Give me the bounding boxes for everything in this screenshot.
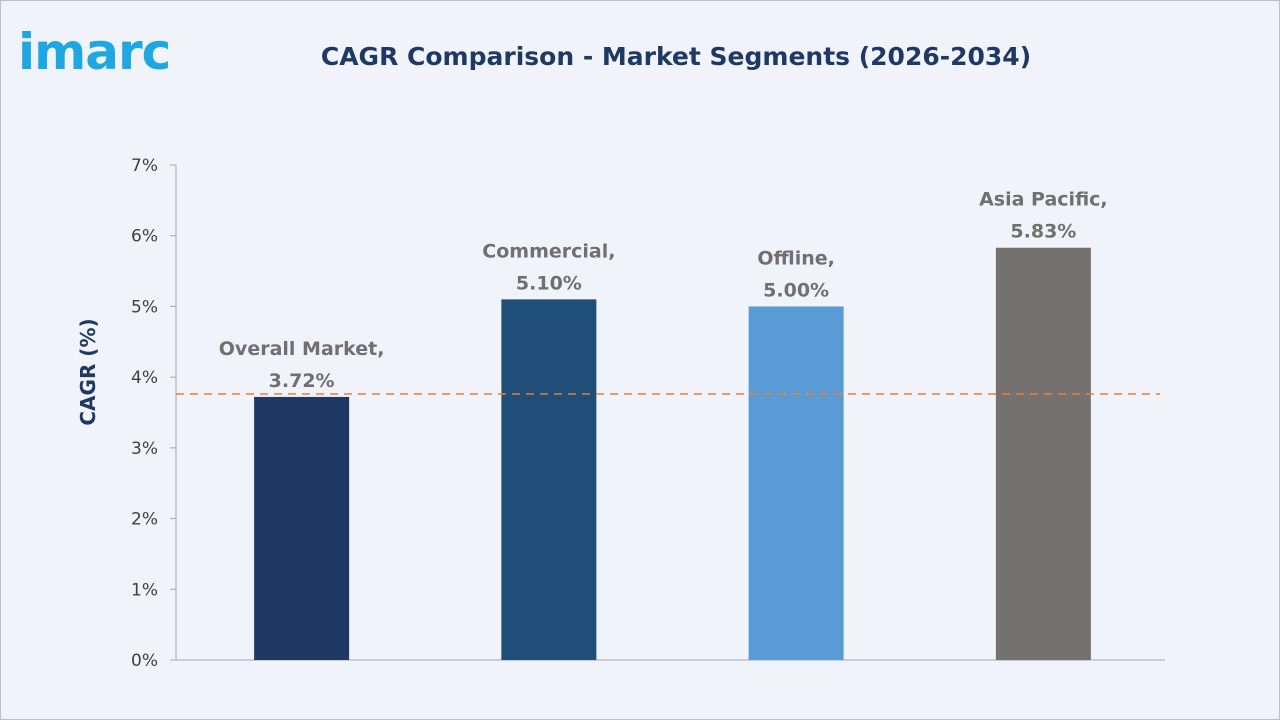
data-labels: Overall Market, 3.72% Commercial, 5.10% Offl…: [219, 189, 1108, 392]
data-label: Offline,: [757, 247, 835, 269]
data-label: 5.00%: [763, 279, 829, 301]
bars: [254, 247, 1091, 660]
y-tick-label: 1%: [131, 580, 158, 600]
data-label: 5.83%: [1010, 221, 1076, 243]
bar: [748, 306, 844, 660]
y-tick-label: 7%: [131, 156, 158, 176]
data-label: 5.10%: [516, 272, 582, 294]
data-label: Commercial,: [482, 240, 615, 262]
y-tick-label: 0%: [131, 651, 158, 671]
y-axis-label: CAGR (%): [76, 318, 100, 425]
y-tick-label: 3%: [131, 439, 158, 459]
y-tick-label: 4%: [131, 368, 158, 388]
bar: [254, 396, 350, 660]
data-label: 3.72%: [269, 370, 335, 392]
chart-title: CAGR Comparison - Market Segments (2026-…: [320, 42, 1032, 71]
imarc-logo: imarc: [18, 23, 171, 81]
data-label: Asia Pacific,: [979, 189, 1108, 211]
y-axis: 0% 1% 2% 3% 4% 5% 6% 7%: [131, 156, 1165, 671]
bar: [995, 247, 1091, 660]
y-tick-label: 5%: [131, 297, 158, 317]
data-label: Overall Market,: [219, 338, 385, 360]
y-tick-label: 2%: [131, 510, 158, 530]
bar: [501, 299, 597, 660]
y-tick-label: 6%: [131, 227, 158, 247]
